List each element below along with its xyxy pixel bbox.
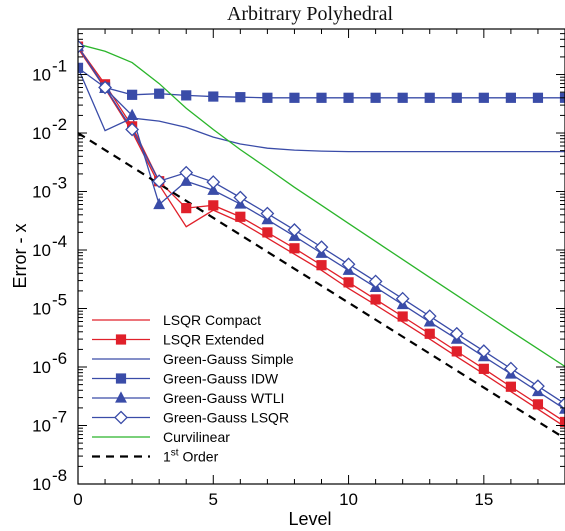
y-tick-label: 10 — [32, 475, 51, 494]
y-tick-label: 10 — [32, 66, 51, 85]
y-tick-exponent: -3 — [52, 174, 67, 193]
data-point — [153, 197, 166, 210]
data-point — [289, 92, 300, 103]
data-point — [235, 92, 246, 103]
y-tick-exponent: -6 — [52, 349, 67, 368]
data-point — [343, 277, 354, 288]
series-line-6 — [78, 43, 565, 368]
data-point — [370, 294, 381, 305]
x-tick-label: 0 — [73, 490, 82, 509]
data-point — [559, 402, 565, 414]
legend-label: Green-Gauss WTLI — [163, 390, 284, 406]
data-point — [206, 175, 221, 189]
y-tick-exponent: -2 — [52, 115, 67, 134]
legend-label: LSQR Compact — [163, 312, 261, 328]
data-point — [289, 243, 300, 254]
data-point — [207, 183, 220, 195]
legend-marker — [115, 391, 127, 403]
y-tick-label: 10 — [32, 358, 51, 377]
data-point — [341, 257, 356, 272]
data-point — [370, 92, 381, 103]
series-line-2 — [78, 67, 565, 153]
data-point — [154, 88, 165, 99]
legend: LSQR Compact LSQR Extended Green-Gauss Sim… — [92, 312, 294, 465]
data-point — [235, 211, 246, 222]
data-point — [395, 291, 410, 306]
data-point — [451, 346, 462, 357]
data-point — [424, 328, 435, 339]
data-point — [558, 396, 565, 411]
data-point — [287, 223, 302, 237]
data-point — [531, 379, 545, 394]
series-line-1 — [78, 46, 565, 423]
y-tick-label: 10 — [32, 124, 51, 143]
data-point — [179, 165, 194, 180]
data-point — [397, 311, 408, 322]
data-point — [316, 92, 327, 103]
data-point — [126, 108, 139, 121]
data-point — [451, 92, 462, 103]
legend-label: Green-Gauss Simple — [163, 351, 294, 367]
y-tick-exponent: -4 — [52, 232, 67, 251]
x-tick-label: 5 — [209, 490, 218, 509]
y-axis-label: Error - x — [10, 224, 30, 289]
y-tick-label: 10 — [32, 183, 51, 202]
legend-marker — [115, 373, 127, 384]
data-point — [505, 92, 516, 103]
data-point — [424, 92, 435, 103]
legend-label: 1st Order — [163, 448, 219, 465]
y-tick-exponent: -8 — [52, 466, 67, 485]
y-tick-exponent: -5 — [52, 291, 67, 310]
y-tick-label: 10 — [32, 417, 51, 436]
x-tick-label: 10 — [339, 490, 358, 509]
data-point — [98, 80, 112, 95]
data-point — [181, 203, 192, 214]
x-tick-label: 15 — [474, 490, 493, 509]
data-point — [478, 363, 489, 374]
data-point — [368, 274, 383, 289]
data-point — [127, 89, 138, 100]
data-point — [260, 206, 275, 221]
data-point — [262, 92, 273, 103]
data-point — [233, 190, 248, 205]
legend-label: Green-Gauss IDW — [163, 371, 279, 387]
data-point — [476, 344, 491, 359]
data-point — [316, 260, 327, 271]
data-point — [505, 381, 516, 392]
data-point — [532, 399, 544, 410]
data-point — [152, 174, 167, 189]
y-tick-exponent: -1 — [52, 57, 67, 76]
data-point — [180, 174, 193, 186]
series-line-0 — [78, 47, 565, 428]
chart-title: Arbitrary Polyhedral — [227, 3, 394, 25]
x-axis-label: Level — [288, 509, 331, 529]
data-point — [422, 309, 437, 324]
data-point — [397, 92, 408, 103]
y-tick-label: 10 — [32, 241, 51, 260]
y-tick-exponent: -7 — [52, 408, 67, 427]
data-point — [181, 90, 192, 101]
legend-label: Green-Gauss LSQR — [163, 410, 289, 426]
legend-marker — [115, 334, 127, 345]
data-point — [262, 227, 273, 238]
data-point — [478, 92, 489, 103]
data-point — [532, 92, 544, 103]
data-point — [125, 122, 140, 137]
legend-label: LSQR Extended — [163, 332, 264, 348]
legend-label: Curvilinear — [163, 429, 230, 445]
data-point — [314, 240, 329, 255]
series-line-7 — [78, 132, 565, 440]
data-point — [208, 200, 219, 211]
y-tick-label: 10 — [32, 300, 51, 319]
data-point — [208, 91, 219, 102]
legend-marker — [114, 410, 128, 425]
data-point — [503, 361, 518, 376]
data-point — [559, 416, 565, 428]
data-point — [343, 92, 354, 103]
data-point — [449, 326, 464, 341]
